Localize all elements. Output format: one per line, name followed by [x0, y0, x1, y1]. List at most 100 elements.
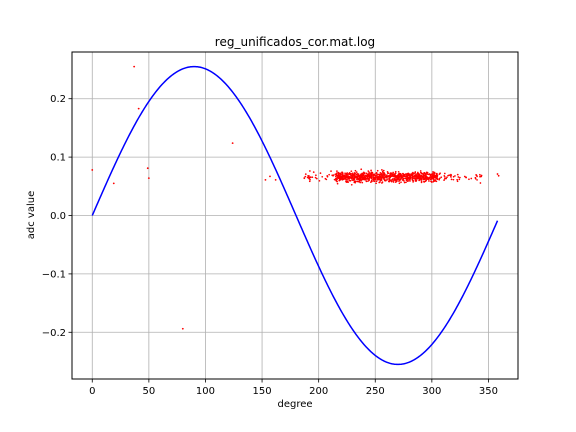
- grid-lines: [72, 52, 518, 379]
- scatter-point: [376, 176, 379, 179]
- scatter-point: [408, 176, 411, 179]
- scatter-point: [390, 180, 393, 183]
- scatter-point: [382, 175, 384, 177]
- scatter-point: [381, 176, 383, 179]
- scatter-point: [335, 179, 337, 182]
- scatter-point: [137, 107, 140, 110]
- scatter-point: [376, 169, 379, 172]
- scatter-point: [347, 177, 349, 180]
- scatter-point: [375, 171, 378, 174]
- scatter-point: [407, 178, 409, 181]
- scatter-point: [367, 170, 370, 172]
- scatter-point: [373, 178, 376, 180]
- x-tick-label: 0: [89, 386, 95, 397]
- scatter-point: [365, 178, 367, 181]
- scatter-point: [397, 178, 399, 181]
- scatter-point: [315, 174, 317, 177]
- scatter-point: [311, 176, 314, 179]
- scatter-point: [394, 181, 397, 183]
- scatter-point: [394, 170, 397, 173]
- scatter-point: [375, 182, 378, 185]
- scatter-point: [309, 176, 311, 179]
- scatter-point: [432, 180, 435, 183]
- scatter-point: [409, 180, 411, 182]
- scatter-point: [424, 176, 427, 179]
- scatter-point: [396, 174, 399, 177]
- scatter-point: [417, 173, 419, 176]
- scatter-point: [363, 172, 365, 175]
- scatter-point: [367, 175, 369, 177]
- scatter-point: [465, 176, 467, 179]
- scatter-point: [346, 172, 349, 174]
- scatter-point: [325, 178, 328, 181]
- scatter-point: [432, 176, 435, 179]
- scatter-point: [356, 176, 359, 179]
- scatter-point: [459, 176, 461, 179]
- scatter-point: [414, 175, 417, 177]
- scatter-point: [480, 174, 483, 177]
- scatter-point: [336, 172, 338, 174]
- scatter-point: [337, 172, 340, 174]
- scatter-point: [364, 175, 366, 178]
- scatter-point: [426, 176, 429, 179]
- scatter-point: [446, 176, 448, 179]
- scatter-point: [497, 174, 500, 177]
- scatter-point: [420, 178, 423, 181]
- scatter-point: [463, 175, 466, 178]
- scatter-point: [425, 179, 428, 182]
- scatter-point: [383, 172, 386, 175]
- x-tick-label: 100: [196, 386, 215, 397]
- scatter-point: [231, 142, 234, 144]
- scatter-point: [445, 177, 448, 180]
- scatter-point: [353, 175, 356, 178]
- scatter-point: [456, 180, 459, 183]
- scatter-point: [438, 173, 441, 175]
- scatter-point: [264, 178, 267, 181]
- scatter-point: [375, 180, 378, 183]
- scatter-point: [339, 172, 342, 175]
- scatter-point: [418, 179, 420, 182]
- scatter-point: [415, 175, 418, 178]
- scatter-point: [450, 173, 452, 176]
- scatter-point: [304, 175, 307, 178]
- scatter-point: [386, 178, 388, 180]
- scatter-point: [372, 173, 375, 176]
- scatter-point: [435, 174, 438, 176]
- scatter-point: [413, 177, 416, 180]
- scatter-point: [420, 181, 423, 184]
- scatter-point: [349, 179, 352, 182]
- scatter-point: [347, 181, 349, 184]
- scatter-point: [347, 175, 350, 178]
- scatter-point: [338, 174, 341, 177]
- scatter-point: [452, 178, 455, 181]
- scatter-point: [423, 172, 426, 175]
- scatter-point: [406, 175, 409, 177]
- scatter-point: [358, 175, 361, 178]
- scatter-point: [381, 170, 384, 173]
- scatter-point: [387, 180, 390, 183]
- scatter-point: [350, 183, 353, 186]
- scatter-point: [475, 174, 477, 176]
- scatter-point: [354, 169, 357, 172]
- scatter-point: [328, 173, 330, 176]
- scatter-point: [430, 173, 433, 176]
- x-axis-label: degree: [277, 399, 312, 410]
- scatter-point: [339, 178, 342, 181]
- scatter-point: [380, 178, 383, 181]
- scatter-point: [414, 180, 417, 182]
- x-tick-label: 50: [142, 386, 155, 397]
- scatter-point: [341, 174, 344, 176]
- scatter-point: [406, 180, 409, 183]
- scatter-point: [429, 178, 432, 181]
- scatter-point: [392, 171, 395, 174]
- sine-line: [91, 65, 499, 366]
- scatter-point: [454, 175, 456, 177]
- scatter-point: [427, 178, 430, 181]
- scatter-point: [347, 173, 350, 175]
- scatter-point: [350, 170, 353, 173]
- scatter-point: [404, 175, 407, 178]
- scatter-point: [321, 175, 324, 178]
- scatter-point: [443, 179, 445, 181]
- scatter-point: [381, 173, 383, 175]
